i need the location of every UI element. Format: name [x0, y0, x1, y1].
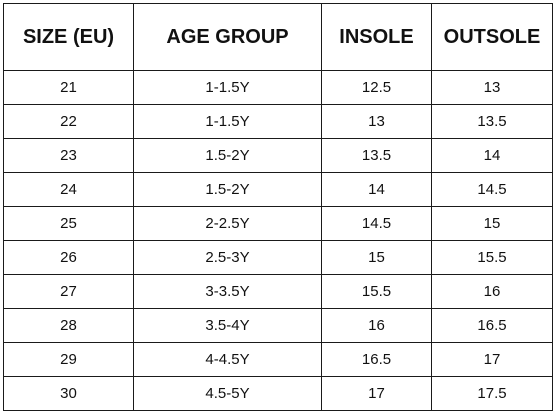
- cell-outsole: 14.5: [431, 172, 553, 207]
- cell-age-group: 4.5-5Y: [133, 376, 322, 411]
- table-row: 27 3-3.5Y 15.5 16: [3, 274, 553, 309]
- cell-insole: 17: [321, 376, 432, 411]
- cell-age-group: 1.5-2Y: [133, 138, 322, 173]
- table-header-row: SIZE (EU) AGE GROUP INSOLE OUTSOLE: [3, 3, 553, 71]
- cell-size: 25: [3, 206, 134, 241]
- cell-age-group: 1-1.5Y: [133, 70, 322, 105]
- cell-insole: 15: [321, 240, 432, 275]
- cell-outsole: 13.5: [431, 104, 553, 139]
- table-row: 23 1.5-2Y 13.5 14: [3, 138, 553, 173]
- cell-size: 30: [3, 376, 134, 411]
- cell-insole: 16: [321, 308, 432, 343]
- cell-insole: 12.5: [321, 70, 432, 105]
- cell-outsole: 16: [431, 274, 553, 309]
- table-row: 22 1-1.5Y 13 13.5: [3, 104, 553, 139]
- cell-insole: 14.5: [321, 206, 432, 241]
- cell-age-group: 3.5-4Y: [133, 308, 322, 343]
- cell-age-group: 3-3.5Y: [133, 274, 322, 309]
- cell-age-group: 2-2.5Y: [133, 206, 322, 241]
- cell-outsole: 14: [431, 138, 553, 173]
- cell-size: 21: [3, 70, 134, 105]
- cell-outsole: 15.5: [431, 240, 553, 275]
- table-row: 30 4.5-5Y 17 17.5: [3, 376, 553, 411]
- cell-insole: 14: [321, 172, 432, 207]
- header-outsole: OUTSOLE: [431, 3, 553, 71]
- table-row: 21 1-1.5Y 12.5 13: [3, 70, 553, 105]
- header-insole: INSOLE: [321, 3, 432, 71]
- cell-size: 28: [3, 308, 134, 343]
- cell-size: 24: [3, 172, 134, 207]
- table-row: 26 2.5-3Y 15 15.5: [3, 240, 553, 275]
- cell-outsole: 16.5: [431, 308, 553, 343]
- cell-insole: 13: [321, 104, 432, 139]
- cell-size: 29: [3, 342, 134, 377]
- header-size-eu: SIZE (EU): [3, 3, 134, 71]
- cell-size: 26: [3, 240, 134, 275]
- cell-age-group: 1.5-2Y: [133, 172, 322, 207]
- cell-outsole: 13: [431, 70, 553, 105]
- cell-size: 22: [3, 104, 134, 139]
- cell-insole: 13.5: [321, 138, 432, 173]
- table-row: 28 3.5-4Y 16 16.5: [3, 308, 553, 343]
- cell-age-group: 4-4.5Y: [133, 342, 322, 377]
- table-row: 25 2-2.5Y 14.5 15: [3, 206, 553, 241]
- cell-outsole: 17: [431, 342, 553, 377]
- cell-outsole: 15: [431, 206, 553, 241]
- cell-size: 23: [3, 138, 134, 173]
- cell-size: 27: [3, 274, 134, 309]
- cell-insole: 16.5: [321, 342, 432, 377]
- table-row: 24 1.5-2Y 14 14.5: [3, 172, 553, 207]
- size-chart-table: SIZE (EU) AGE GROUP INSOLE OUTSOLE 21 1-…: [3, 3, 553, 411]
- header-age-group: AGE GROUP: [133, 3, 322, 71]
- cell-insole: 15.5: [321, 274, 432, 309]
- cell-outsole: 17.5: [431, 376, 553, 411]
- table-row: 29 4-4.5Y 16.5 17: [3, 342, 553, 377]
- cell-age-group: 1-1.5Y: [133, 104, 322, 139]
- cell-age-group: 2.5-3Y: [133, 240, 322, 275]
